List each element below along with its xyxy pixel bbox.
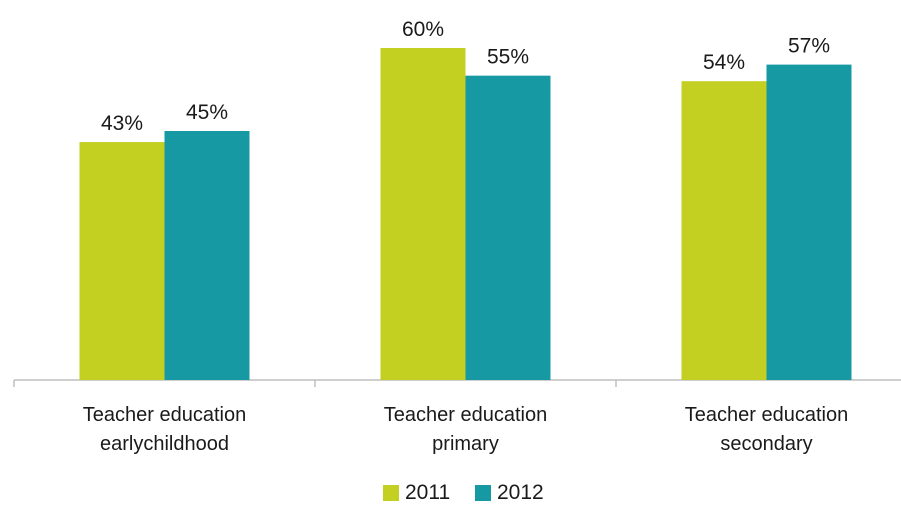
bar-2011-1 xyxy=(79,142,165,380)
data-labels: 43% 45% 60% 55% 54% 57% xyxy=(101,18,830,135)
category-label-3-line-2: secondary xyxy=(720,433,812,455)
data-label-2012-3: 57% xyxy=(788,35,830,58)
category-labels: Teacher education earlychildhood Teacher e… xyxy=(83,404,848,455)
bar-2012-1 xyxy=(164,131,250,380)
data-label-2011-3: 54% xyxy=(703,51,745,74)
category-label-3-line-1: Teacher education xyxy=(685,404,848,426)
legend-swatch-2012 xyxy=(475,485,491,501)
category-label-1-line-1: Teacher education xyxy=(83,404,246,426)
x-axis xyxy=(13,379,901,387)
bar-2012-3 xyxy=(766,64,852,380)
data-label-2011-1: 43% xyxy=(101,112,143,135)
category-label-2-line-1: Teacher education xyxy=(384,404,547,426)
legend-swatch-2011 xyxy=(383,485,399,501)
data-label-2012-1: 45% xyxy=(186,101,228,124)
category-label-1-line-2: earlychildhood xyxy=(100,433,229,455)
data-label-2012-2: 55% xyxy=(487,46,529,69)
legend-label-2011: 2011 xyxy=(405,481,450,504)
bar-2011-3 xyxy=(681,81,767,380)
bar-2012-2 xyxy=(465,75,551,381)
data-label-2011-2: 60% xyxy=(402,18,444,41)
category-label-2-line-2: primary xyxy=(432,433,499,455)
bars xyxy=(79,48,852,381)
legend: 2011 2012 xyxy=(383,481,544,504)
bar-2011-2 xyxy=(380,48,466,380)
legend-label-2012: 2012 xyxy=(497,481,544,504)
